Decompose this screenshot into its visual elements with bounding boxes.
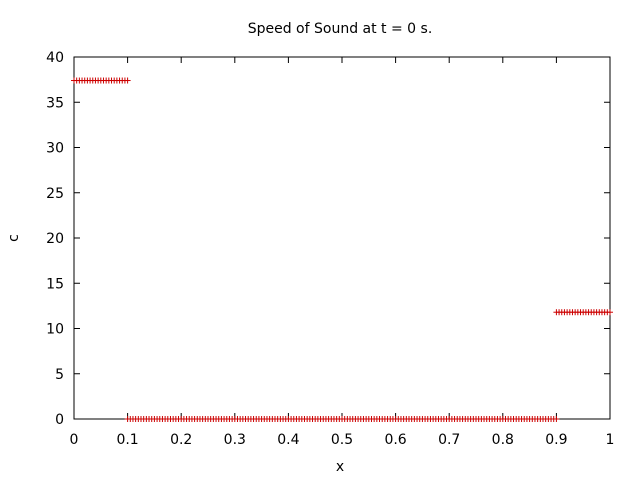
x-tick-label: 0.4 [277,432,299,448]
x-axis-label: x [336,459,344,475]
data-points [71,77,613,422]
x-tick-label: 1 [606,432,615,448]
y-tick-label: 10 [46,322,64,338]
chart-title: Speed of Sound at t = 0 s. [248,21,433,37]
y-tick-label: 20 [46,231,64,247]
y-tick-label: 35 [46,95,64,111]
y-tick-label: 25 [46,186,64,202]
y-tick-label: 5 [55,367,64,383]
x-tick-label: 0.3 [224,432,246,448]
data-point [553,416,560,422]
x-tick-label: 0.1 [116,432,138,448]
y-axis-ticks: 0 5 10 15 20 25 30 35 40 [46,50,610,428]
x-axis-ticks: 0 0.1 0.2 0.3 0.4 0.5 0.6 0.7 0.8 0.9 1 [70,57,615,448]
x-tick-label: 0 [70,432,79,448]
y-tick-label: 0 [55,412,64,428]
x-tick-label: 0.5 [331,432,353,448]
y-axis-label: c [6,234,22,242]
x-tick-label: 0.2 [170,432,192,448]
x-tick-label: 0.7 [438,432,460,448]
x-tick-label: 0.8 [492,432,514,448]
x-tick-label: 0.6 [384,432,406,448]
plot-frame [73,56,611,420]
data-point [607,309,613,316]
y-tick-label: 40 [46,50,64,66]
y-tick-label: 30 [46,141,64,157]
x-tick-label: 0.9 [545,432,567,448]
y-tick-label: 15 [46,276,64,292]
data-point [124,77,131,84]
